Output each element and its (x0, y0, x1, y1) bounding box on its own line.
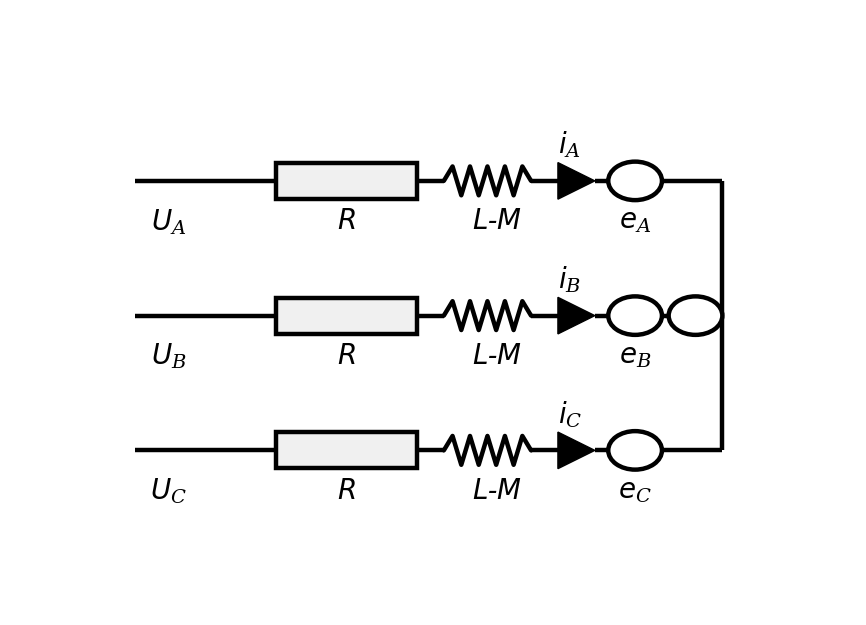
Text: $i_\mathregular{B}$: $i_\mathregular{B}$ (558, 264, 581, 295)
Text: $U_\mathregular{C}$: $U_\mathregular{C}$ (150, 476, 187, 506)
Bar (276, 163, 417, 199)
Text: $L$-$M$: $L$-$M$ (473, 478, 522, 505)
Text: $e_\mathregular{C}$: $e_\mathregular{C}$ (618, 478, 652, 505)
Text: $U_\mathregular{A}$: $U_\mathregular{A}$ (151, 207, 186, 237)
Text: $R$: $R$ (337, 478, 356, 505)
Text: $R$: $R$ (337, 343, 356, 370)
Polygon shape (558, 432, 595, 469)
Circle shape (608, 162, 662, 200)
Text: $e_\mathregular{A}$: $e_\mathregular{A}$ (619, 208, 651, 235)
Polygon shape (558, 162, 595, 199)
Text: $L$-$M$: $L$-$M$ (473, 208, 522, 235)
Circle shape (608, 431, 662, 469)
Text: $i_\mathregular{A}$: $i_\mathregular{A}$ (559, 129, 581, 160)
Text: $L$-$M$: $L$-$M$ (473, 343, 522, 370)
Text: $R$: $R$ (337, 208, 356, 235)
Circle shape (608, 296, 662, 335)
Circle shape (669, 296, 722, 335)
Bar (276, 432, 417, 468)
Text: $e_\mathregular{B}$: $e_\mathregular{B}$ (619, 343, 651, 370)
Polygon shape (558, 298, 595, 334)
Text: $i_\mathregular{C}$: $i_\mathregular{C}$ (558, 399, 582, 429)
Bar (276, 298, 417, 334)
Text: $U_\mathregular{B}$: $U_\mathregular{B}$ (151, 342, 186, 371)
